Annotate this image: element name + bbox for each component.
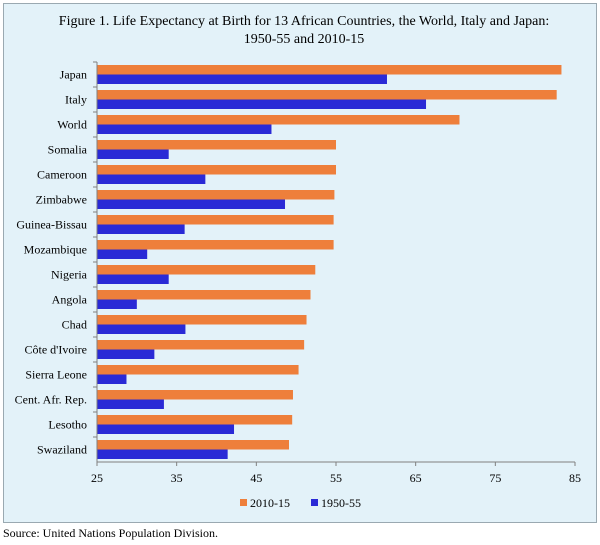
- bar-2010-15-lesotho: [97, 415, 293, 425]
- bar-2010-15-chad: [97, 315, 307, 325]
- bar-1950-55-somalia: [97, 149, 169, 159]
- x-tick-label: 55: [330, 471, 342, 485]
- bar-1950-55-angola: [97, 299, 137, 309]
- legend-label: 1950-55: [321, 496, 361, 510]
- category-label: Angola: [52, 293, 88, 307]
- category-label: Guinea-Bissau: [16, 218, 87, 232]
- bar-2010-15-cent-afr-rep-: [97, 390, 293, 400]
- category-label: Mozambique: [24, 243, 87, 257]
- bar-1950-55-sierra-leone: [97, 374, 127, 384]
- bar-1950-55-chad: [97, 324, 186, 334]
- source-note: Source: United Nations Population Divisi…: [3, 526, 218, 540]
- category-label: Chad: [62, 318, 87, 332]
- category-label: Swaziland: [37, 443, 87, 457]
- bar-2010-15-sierra-leone: [97, 365, 299, 375]
- bar-2010-15-italy: [97, 90, 557, 100]
- legend-swatch: [311, 499, 318, 506]
- bar-1950-55-cent-afr-rep-: [97, 399, 164, 409]
- bar-1950-55-c-te-d-ivoire: [97, 349, 155, 359]
- category-label: Japan: [60, 68, 87, 82]
- bar-2010-15-c-te-d-ivoire: [97, 340, 305, 350]
- category-label: Italy: [65, 93, 87, 107]
- x-tick-label: 65: [410, 471, 422, 485]
- bar-2010-15-zimbabwe: [97, 190, 335, 200]
- bar-2010-15-mozambique: [97, 240, 334, 250]
- bar-1950-55-japan: [97, 74, 387, 84]
- x-tick-label: 25: [91, 471, 103, 485]
- x-tick-label: 45: [250, 471, 262, 485]
- legend-label: 2010-15: [250, 496, 290, 510]
- category-label: World: [57, 118, 87, 132]
- legend: 2010-15 1950-55: [240, 496, 361, 510]
- bar-1950-55-italy: [97, 99, 427, 109]
- x-tick-label: 35: [171, 471, 183, 485]
- x-tick-labels: 25 35 45 55 65 75 85: [91, 471, 581, 485]
- bar-1950-55-world: [97, 124, 272, 134]
- legend-swatch: [240, 499, 247, 506]
- bar-1950-55-swaziland: [97, 449, 228, 459]
- category-labels: Japan Italy World Somalia Cameroon Zimbabwe Gu…: [15, 68, 88, 457]
- bars-layer: [97, 65, 562, 459]
- bar-2010-15-guinea-bissau: [97, 215, 334, 225]
- category-label: Lesotho: [48, 418, 87, 432]
- category-label: Somalia: [48, 143, 88, 157]
- x-tick-label: 75: [489, 471, 501, 485]
- category-label: Nigeria: [51, 268, 88, 282]
- bar-2010-15-japan: [97, 65, 562, 75]
- bar-2010-15-nigeria: [97, 265, 316, 275]
- bar-2010-15-somalia: [97, 140, 336, 150]
- figure-frame: Figure 1. Life Expectancy at Birth for 1…: [3, 3, 597, 523]
- category-label: Zimbabwe: [36, 193, 87, 207]
- bar-2010-15-swaziland: [97, 440, 289, 450]
- bar-1950-55-zimbabwe: [97, 199, 286, 209]
- bar-1950-55-nigeria: [97, 274, 169, 284]
- chart-title: Figure 1. Life Expectancy at Birth for 1…: [58, 14, 550, 47]
- bar-2010-15-angola: [97, 290, 311, 300]
- x-tick-label: 85: [569, 471, 581, 485]
- axes: [93, 61, 576, 466]
- bar-1950-55-lesotho: [97, 424, 235, 434]
- bar-1950-55-guinea-bissau: [97, 224, 185, 234]
- category-label: Côte d'Ivoire: [25, 343, 87, 357]
- bar-1950-55-mozambique: [97, 249, 148, 259]
- bar-2010-15-cameroon: [97, 165, 336, 175]
- category-label: Sierra Leone: [25, 368, 87, 382]
- bar-1950-55-cameroon: [97, 174, 206, 184]
- category-label: Cameroon: [37, 168, 87, 182]
- bar-2010-15-world: [97, 115, 460, 125]
- category-label: Cent. Afr. Rep.: [15, 393, 87, 407]
